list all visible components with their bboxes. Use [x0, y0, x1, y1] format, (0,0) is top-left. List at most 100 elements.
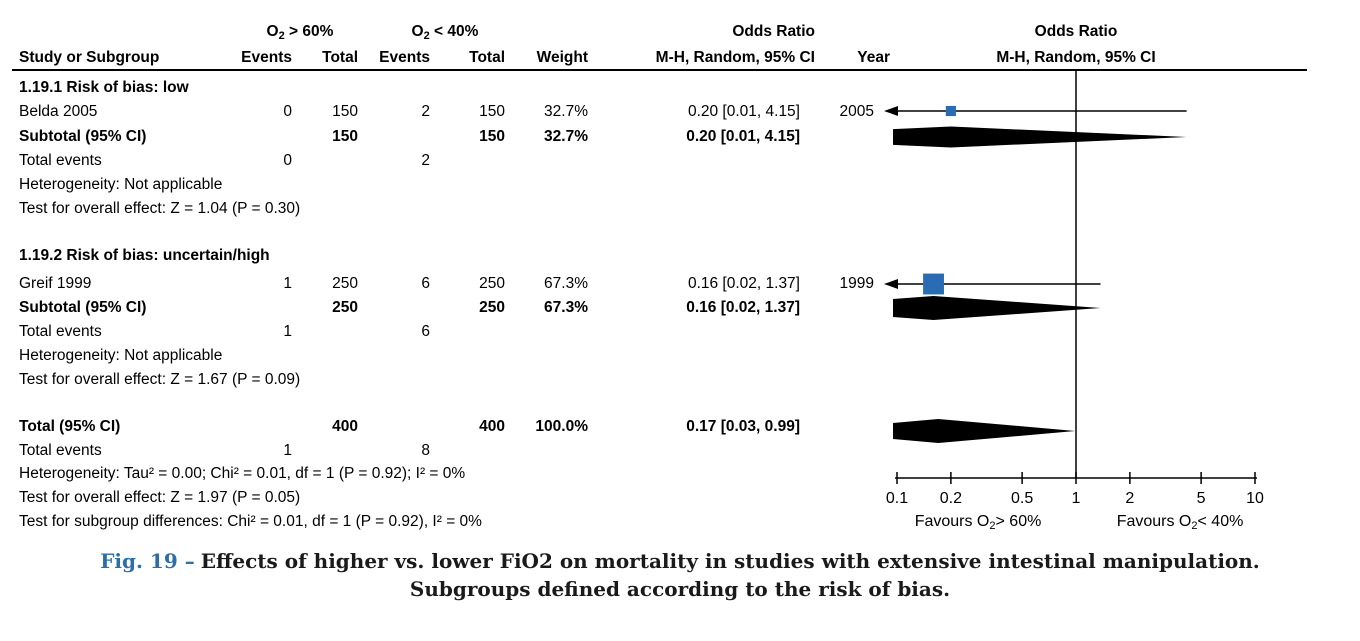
figure-caption-line2: Subgroups defined according to the risk …	[409, 577, 951, 601]
study-or-ci: 0.20 [0.01, 4.15]	[687, 103, 800, 120]
odds-ratio-col-title: Odds Ratio	[732, 23, 815, 40]
subgroup-heading: 1.19.2 Risk of bias: uncertain/high	[0, 245, 1360, 267]
subtotal-label: Subtotal (95% CI)	[19, 128, 147, 145]
overall-effect-row: Test for overall effect: Z = 1.04 (P = 0…	[0, 198, 1360, 220]
col-header-study: Study or Subgroup	[19, 49, 160, 66]
col-header-events2: Events	[379, 49, 430, 66]
ci-arrow-left	[884, 106, 898, 116]
overall-effect-text: Test for overall effect: Z = 1.97 (P = 0…	[19, 489, 301, 506]
group1-header: O2 > 60%	[266, 23, 334, 42]
study-year: 1999	[839, 275, 874, 292]
group2-header: O2 < 40%	[411, 23, 479, 42]
favours-left-label: Favours O2> 60%	[915, 513, 1042, 532]
study-row: Belda 2005 0 150 2 150 32.7% 0.20 [0.01,…	[0, 101, 1360, 123]
study-row: Greif 1999 1 250 6 250 67.3% 0.16 [0.02,…	[0, 273, 1360, 295]
table-header-columns: Study or Subgroup Events Total Events To…	[0, 47, 1360, 69]
subtotal-or-ci: 0.20 [0.01, 4.15]	[686, 128, 800, 145]
grand-total-weight: 100.0%	[535, 418, 588, 435]
caption-text: Effects of higher vs. lower FiO2 on mort…	[200, 549, 1260, 573]
subtotal-or-ci: 0.16 [0.02, 1.37]	[686, 299, 800, 316]
study-events2: 6	[421, 275, 430, 292]
summary-diamond	[893, 296, 1101, 320]
header-rule	[12, 69, 1307, 71]
overall-effect-row: Test for overall effect: Z = 1.97 (P = 0…	[0, 487, 1360, 509]
study-name: Belda 2005	[19, 103, 98, 120]
study-year: 2005	[839, 103, 874, 120]
study-total1: 250	[332, 275, 358, 292]
grand-total-total1: 400	[332, 418, 358, 435]
total-events-label: Total events	[19, 442, 102, 459]
study-point-marker	[923, 273, 944, 295]
study-name: Greif 1999	[19, 275, 92, 292]
study-total1: 150	[332, 103, 358, 120]
heterogeneity-row: Heterogeneity: Not applicable	[0, 174, 1360, 196]
heterogeneity-row: Heterogeneity: Tau² = 0.00; Chi² = 0.01,…	[0, 463, 1360, 485]
grand-total-label: Total (95% CI)	[19, 418, 121, 435]
subtotal-label: Subtotal (95% CI)	[19, 299, 147, 316]
axis-tick-label: 0.1	[886, 490, 908, 507]
col-header-weight: Weight	[536, 49, 588, 66]
axis-tick-label: 10	[1246, 490, 1264, 507]
subtotal-weight: 32.7%	[544, 128, 588, 145]
study-point-marker	[945, 105, 956, 117]
heterogeneity-row: Heterogeneity: Not applicable	[0, 345, 1360, 367]
total-events-1: 1	[283, 323, 292, 340]
axis-tick-label: 0.5	[1011, 490, 1033, 507]
subgroup-diff-row: Test for subgroup differences: Chi² = 0.…	[0, 511, 1360, 533]
total-events-row: Total events 1 8	[0, 440, 1360, 462]
col-header-or-ci: M-H, Random, 95% CI	[655, 49, 815, 66]
plot-header-or-ci: M-H, Random, 95% CI	[996, 49, 1156, 66]
total-events-2: 8	[421, 442, 430, 459]
summary-diamond	[893, 126, 1187, 148]
total-events-label: Total events	[19, 152, 102, 169]
ci-arrow-left	[884, 279, 898, 289]
study-total2: 250	[479, 275, 505, 292]
figure-caption-line1: Fig. 19 – Effects of higher vs. lower FiO…	[0, 548, 1360, 574]
study-events1: 0	[283, 103, 292, 120]
axis-tick-label: 5	[1197, 490, 1206, 507]
total-events-1: 1	[283, 442, 292, 459]
subgroup-diff-text: Test for subgroup differences: Chi² = 0.…	[19, 513, 482, 530]
subtotal-total1: 250	[332, 299, 358, 316]
study-total2: 150	[479, 103, 505, 120]
study-events1: 1	[283, 275, 292, 292]
study-events2: 2	[421, 103, 430, 120]
total-events-row: Total events 1 6	[0, 321, 1360, 343]
subtotal-row: Subtotal (95% CI) 250 250 67.3% 0.16 [0.…	[0, 297, 1360, 319]
overall-effect-row: Test for overall effect: Z = 1.67 (P = 0…	[0, 369, 1360, 391]
subtotal-weight: 67.3%	[544, 299, 588, 316]
summary-diamond	[893, 419, 1076, 443]
axis-tick-label: 0.2	[940, 490, 962, 507]
grand-total-row: Total (95% CI) 400 400 100.0% 0.17 [0.03…	[0, 416, 1360, 438]
subtotal-total2: 150	[479, 128, 505, 145]
subtotal-total2: 250	[479, 299, 505, 316]
subgroup-2-title: 1.19.2 Risk of bias: uncertain/high	[19, 247, 270, 264]
study-weight: 32.7%	[544, 103, 588, 120]
grand-total-or-ci: 0.17 [0.03, 0.99]	[686, 418, 800, 435]
subtotal-row: Subtotal (95% CI) 150 150 32.7% 0.20 [0.…	[0, 126, 1360, 148]
figure-number-label: Fig. 19 –	[100, 549, 195, 573]
subgroup-1-title: 1.19.1 Risk of bias: low	[19, 79, 189, 96]
total-events-row: Total events 0 2	[0, 150, 1360, 172]
total-events-2: 2	[421, 152, 430, 169]
total-events-label: Total events	[19, 323, 102, 340]
subtotal-total1: 150	[332, 128, 358, 145]
heterogeneity-text: Heterogeneity: Tau² = 0.00; Chi² = 0.01,…	[19, 465, 466, 482]
overall-effect-text: Test for overall effect: Z = 1.04 (P = 0…	[19, 200, 301, 217]
total-events-2: 6	[421, 323, 430, 340]
total-events-1: 0	[283, 152, 292, 169]
odds-ratio-plot-title: Odds Ratio	[1034, 23, 1118, 40]
study-weight: 67.3%	[544, 275, 588, 292]
table-header-groups: O2 > 60% O2 < 40% Odds Ratio Odds Ratio	[0, 21, 1360, 43]
study-or-ci: 0.16 [0.02, 1.37]	[687, 275, 800, 292]
grand-total-total2: 400	[479, 418, 505, 435]
heterogeneity-text: Heterogeneity: Not applicable	[19, 176, 223, 193]
col-header-events1: Events	[241, 49, 292, 66]
axis-tick-label: 1	[1072, 490, 1081, 507]
axis-tick-label: 2	[1125, 490, 1134, 507]
subgroup-heading: 1.19.1 Risk of bias: low	[0, 77, 1360, 99]
col-header-total2: Total	[469, 49, 505, 66]
overall-effect-text: Test for overall effect: Z = 1.67 (P = 0…	[19, 371, 301, 388]
